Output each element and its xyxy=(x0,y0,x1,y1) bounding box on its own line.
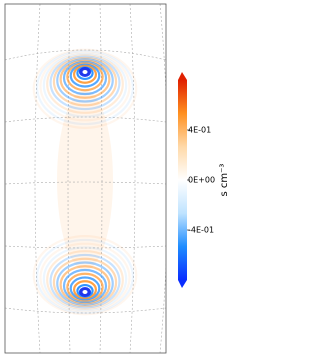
field-image xyxy=(5,4,166,353)
ring xyxy=(66,272,104,302)
ring xyxy=(36,238,134,314)
ring xyxy=(49,55,121,111)
ring xyxy=(56,58,114,103)
ring xyxy=(62,268,108,304)
ring xyxy=(52,257,118,308)
ring xyxy=(72,64,98,84)
plot-frame xyxy=(4,3,167,354)
ring xyxy=(69,276,101,301)
ring xyxy=(39,51,131,122)
ring xyxy=(32,235,138,316)
ring xyxy=(52,56,118,107)
chart: s cm⁻³ 4E-01 0E+00 -4E-01 xyxy=(4,3,230,354)
ring xyxy=(32,48,138,129)
ring-core xyxy=(82,70,88,74)
ring xyxy=(66,62,104,92)
ring xyxy=(62,60,108,96)
ring xyxy=(36,50,134,126)
ring xyxy=(39,242,131,313)
ring xyxy=(42,246,128,312)
ring xyxy=(56,261,114,306)
ring xyxy=(46,54,124,114)
ring xyxy=(46,250,124,310)
colorbar-tick-label: -4E-01 xyxy=(188,226,214,235)
colorbar-tick-label: 0E+00 xyxy=(188,176,215,185)
ring xyxy=(42,52,128,118)
ring xyxy=(49,253,121,309)
colorbar-extension xyxy=(178,72,187,80)
ring xyxy=(59,265,111,305)
colorbar xyxy=(178,80,187,280)
colorbar-tick-label: 4E-01 xyxy=(188,126,211,135)
ring-core xyxy=(82,290,88,294)
ring xyxy=(69,63,101,88)
colorbar-extension xyxy=(178,280,187,288)
ring xyxy=(72,280,98,300)
ring xyxy=(59,59,111,99)
colorbar-label: s cm⁻³ xyxy=(219,164,230,197)
